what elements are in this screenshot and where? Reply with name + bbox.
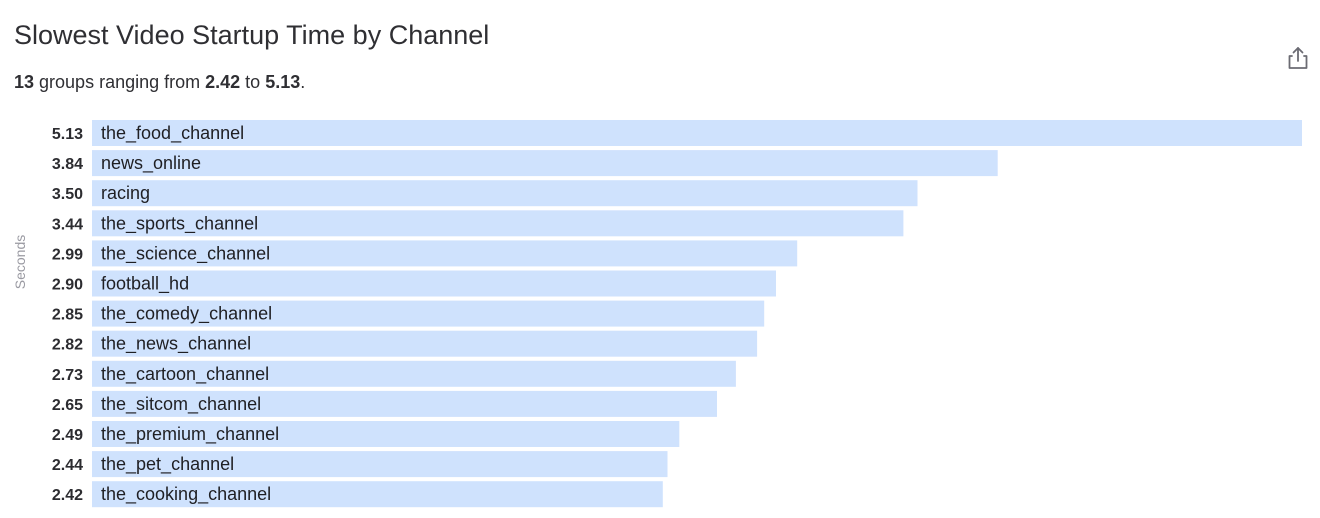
category-label-the_food_channel: the_food_channel	[101, 123, 244, 144]
value-label-racing: 3.50	[52, 186, 83, 203]
category-label-football_hd: football_hd	[101, 274, 189, 295]
value-label-news_online: 3.84	[52, 156, 83, 173]
category-label-the_comedy_channel: the_comedy_channel	[101, 304, 272, 325]
range-min: 2.42	[205, 72, 241, 92]
summary-to: to	[240, 72, 266, 92]
chart-summary: 13 groups ranging from 2.42 to 5.13.	[14, 72, 305, 93]
value-label-the_food_channel: 5.13	[52, 126, 83, 143]
value-label-the_pet_channel: 2.44	[52, 457, 83, 474]
category-label-news_online: news_online	[101, 153, 201, 174]
bar-the_news_channel[interactable]	[92, 330, 758, 357]
chart-title: Slowest Video Startup Time by Channel	[14, 20, 490, 50]
bar-the_cartoon_channel[interactable]	[92, 360, 736, 387]
category-label-the_news_channel: the_news_channel	[101, 334, 251, 355]
bar-racing[interactable]	[92, 180, 918, 207]
category-label-the_sitcom_channel: the_sitcom_channel	[101, 394, 261, 415]
category-label-the_cooking_channel: the_cooking_channel	[101, 484, 271, 505]
bar-news_online[interactable]	[92, 150, 998, 177]
bar-the_comedy_channel[interactable]	[92, 300, 765, 327]
value-label-football_hd: 2.90	[52, 277, 83, 294]
bar-the_pet_channel[interactable]	[92, 451, 668, 478]
value-label-the_cooking_channel: 2.42	[52, 487, 83, 504]
value-label-the_comedy_channel: 2.85	[52, 307, 83, 324]
value-label-the_sports_channel: 3.44	[52, 216, 83, 233]
summary-period: .	[300, 72, 306, 92]
bar-football_hd[interactable]	[92, 270, 776, 297]
category-label-the_sports_channel: the_sports_channel	[101, 213, 258, 234]
category-label-the_cartoon_channel: the_cartoon_channel	[101, 364, 269, 385]
value-label-the_news_channel: 2.82	[52, 337, 83, 354]
share-export-icon	[1288, 47, 1308, 69]
value-label-the_premium_channel: 2.49	[52, 427, 83, 444]
group-count: 13	[14, 72, 35, 92]
bar-the_premium_channel[interactable]	[92, 421, 680, 447]
value-label-the_cartoon_channel: 2.73	[52, 367, 83, 384]
export-button[interactable]	[1284, 44, 1312, 72]
value-label-the_science_channel: 2.99	[52, 246, 83, 263]
category-label-the_premium_channel: the_premium_channel	[101, 424, 279, 445]
bar-the_sports_channel[interactable]	[92, 210, 904, 237]
range-max: 5.13	[265, 72, 301, 92]
bar-the_food_channel[interactable]	[92, 120, 1302, 146]
category-label-racing: racing	[101, 183, 150, 203]
summary-text: groups ranging from	[34, 72, 206, 92]
bar-the_cooking_channel[interactable]	[92, 481, 663, 508]
bar-the_science_channel[interactable]	[92, 240, 798, 267]
value-label-the_sitcom_channel: 2.65	[52, 397, 83, 414]
category-label-the_science_channel: the_science_channel	[101, 243, 270, 264]
bar-the_sitcom_channel[interactable]	[92, 390, 717, 417]
category-label-the_pet_channel: the_pet_channel	[101, 454, 234, 475]
